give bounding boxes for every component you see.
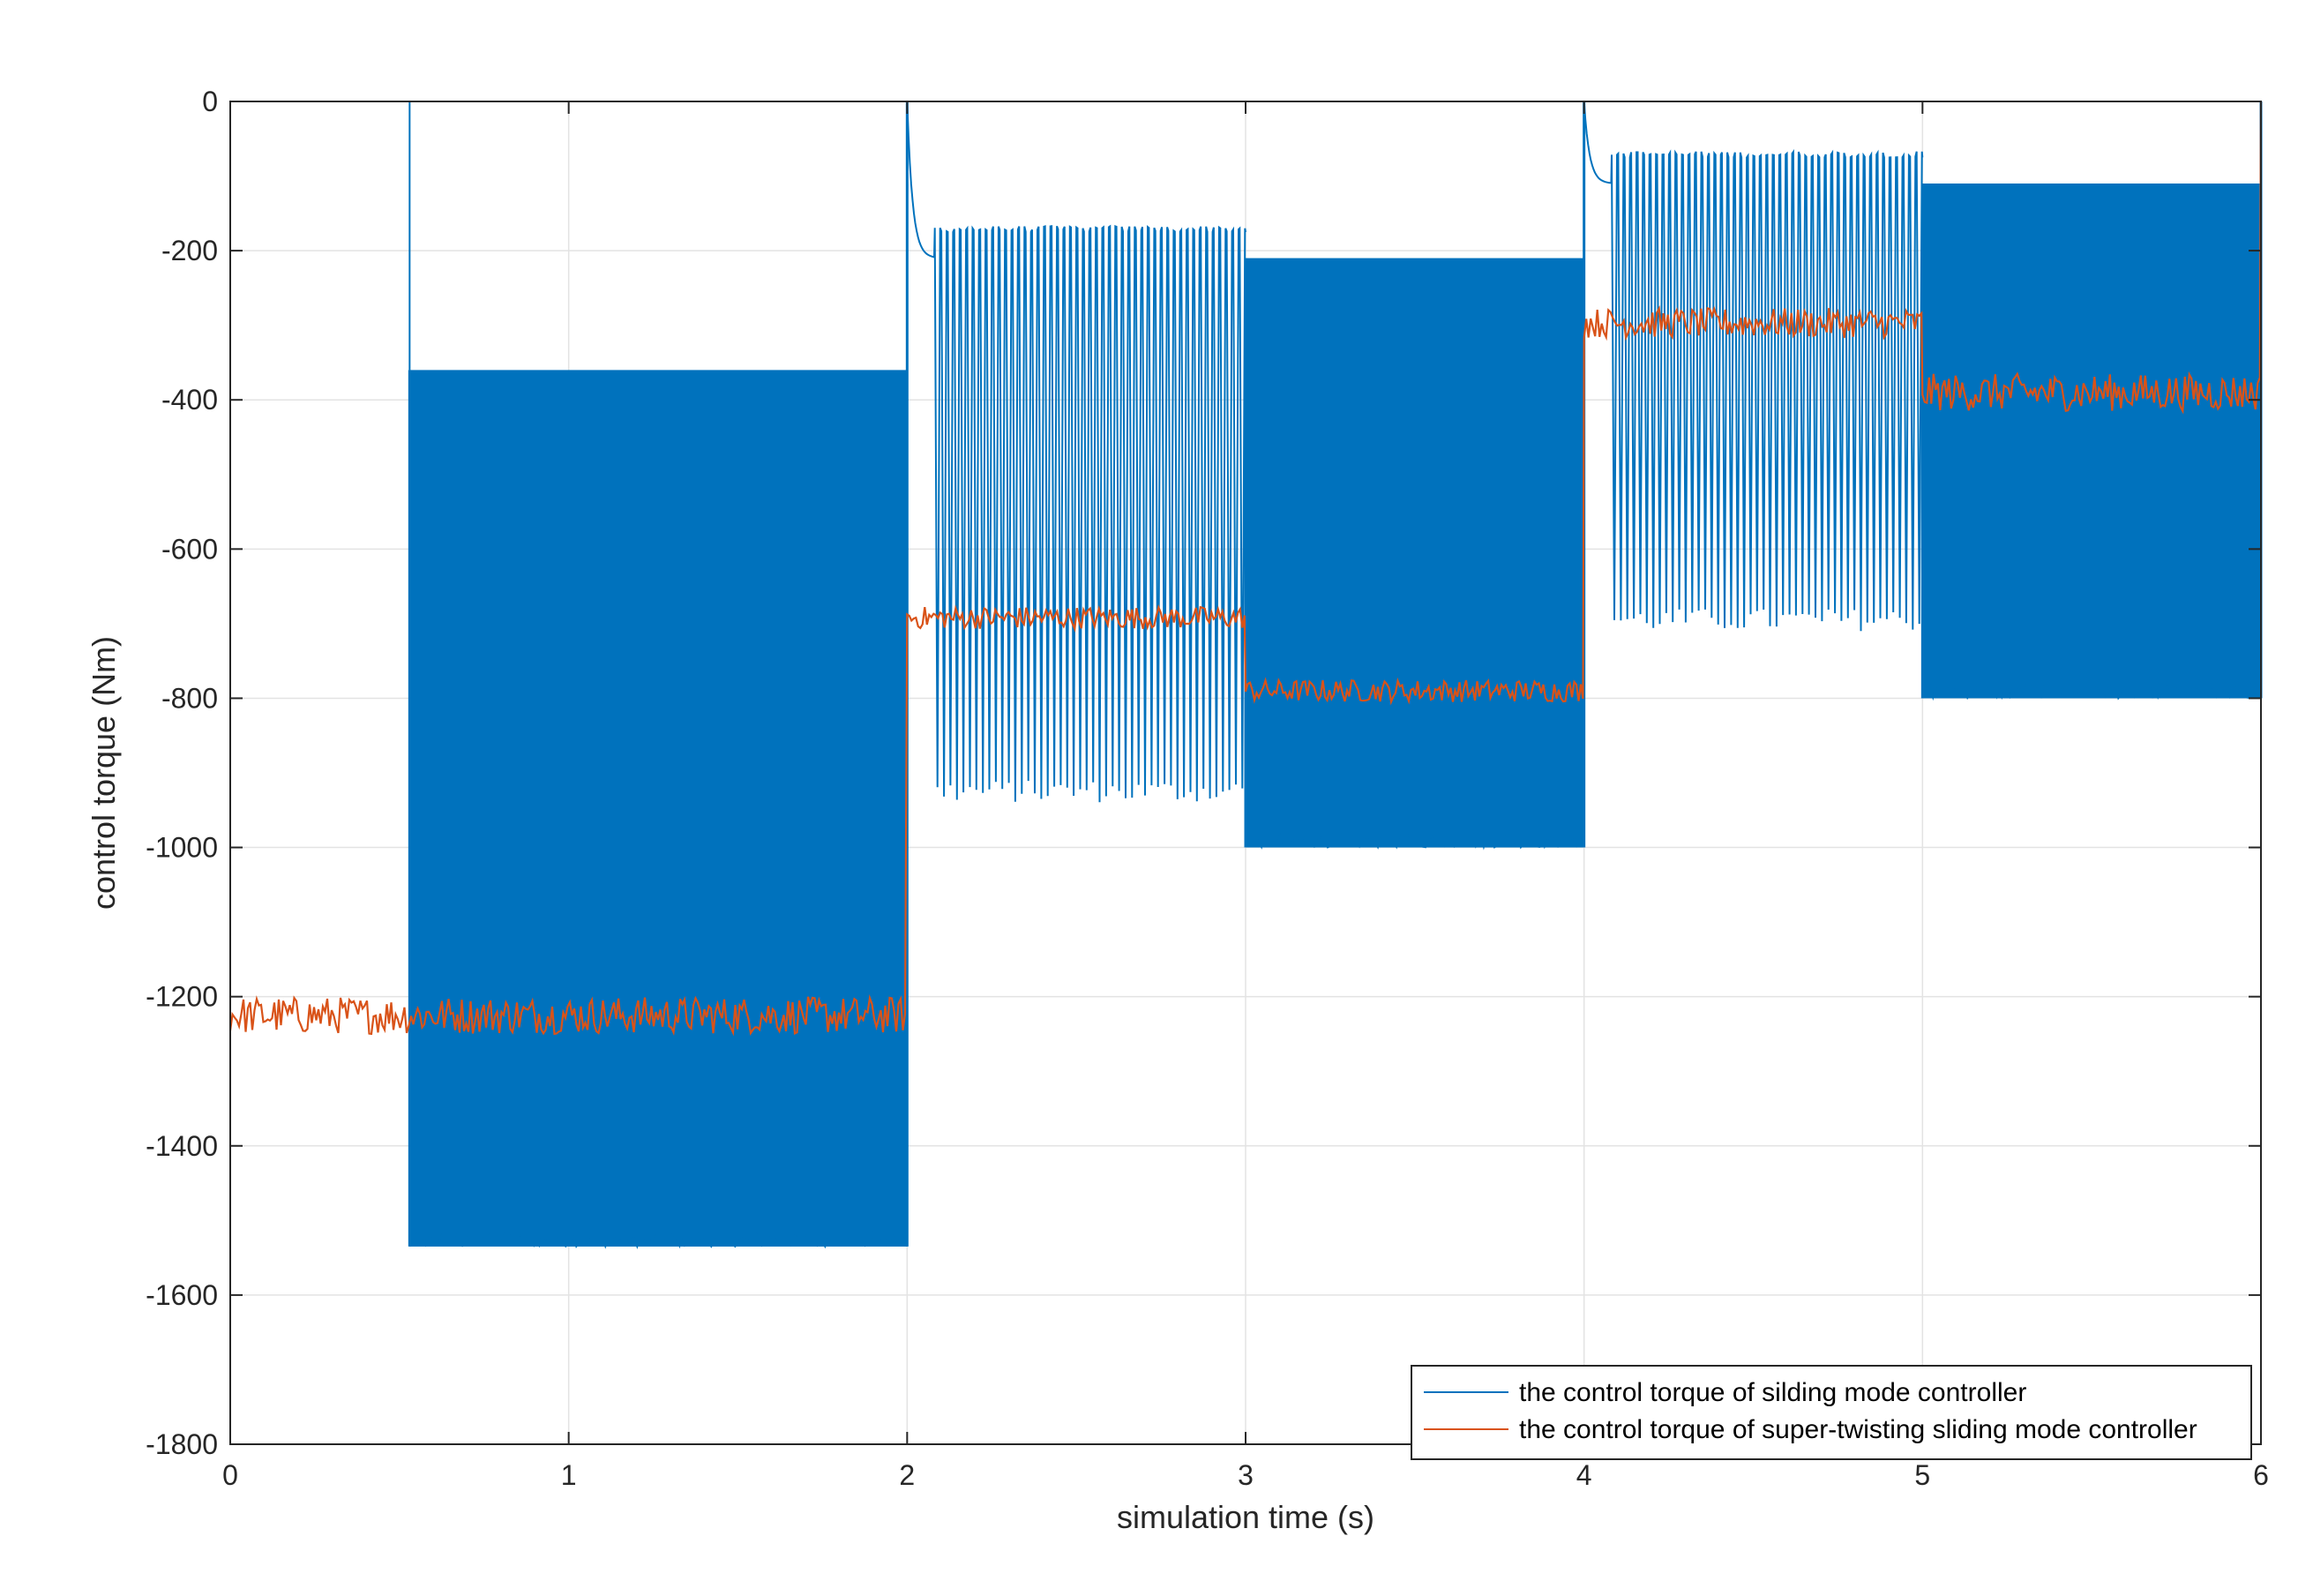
legend-box (1411, 1365, 2252, 1460)
y-axis-title: control torque (Nm) (86, 636, 122, 910)
y-tick-label: -1000 (146, 832, 218, 864)
x-tick-label: 0 (222, 1459, 238, 1491)
smc-spike-line (906, 101, 1246, 803)
ticks: 0 1 2 3 4 5 6 0 -200 -400 -600 -800 -1000 -1200 -1400 -… (146, 86, 2269, 1491)
smc-segment-band (408, 101, 909, 1249)
y-tick-label: -200 (161, 235, 218, 266)
smc-segment-spikes (906, 101, 1246, 803)
y-tick-label: -600 (161, 533, 218, 565)
smc-band-edge (408, 1230, 906, 1249)
x-axis-title: simulation time (s) (1117, 1499, 1374, 1535)
smc-band-edge (1921, 682, 2259, 701)
x-tick-label: 3 (1238, 1459, 1254, 1491)
smc-segment-band (1244, 101, 1586, 850)
x-tick-label: 5 (1914, 1459, 1930, 1491)
plot-area (228, 101, 2263, 1249)
series-layer (228, 101, 2263, 1249)
y-tick-label: -1600 (146, 1279, 218, 1311)
smc-spike-line (1583, 101, 1924, 632)
smc-band-edge (1245, 830, 1583, 850)
y-tick-label: 0 (202, 86, 218, 117)
y-tick-label: -1200 (146, 981, 218, 1013)
y-tick-label: -400 (161, 384, 218, 416)
x-tick-label: 2 (899, 1459, 915, 1491)
smc-segment-band (1920, 101, 2263, 701)
smc-band-fill (1246, 258, 1584, 848)
stsmc-line (228, 101, 2263, 1037)
x-tick-label: 6 (2253, 1459, 2269, 1491)
smc-band-fill (1922, 184, 2261, 699)
smc-segment-spikes (1583, 101, 1924, 632)
y-tick-label: -1800 (146, 1428, 218, 1460)
x-tick-label: 4 (1576, 1459, 1592, 1491)
x-tick-label: 1 (561, 1459, 577, 1491)
smc-band-fill (409, 370, 908, 1247)
y-tick-label: -1400 (146, 1130, 218, 1162)
y-tick-label: -800 (161, 682, 218, 714)
legend: the control torque of silding mode contr… (1411, 1365, 2252, 1460)
legend-label-smc: the control torque of silding mode contr… (1519, 1378, 2026, 1407)
legend-label-stsmc: the control torque of super-twisting sli… (1519, 1415, 2197, 1444)
